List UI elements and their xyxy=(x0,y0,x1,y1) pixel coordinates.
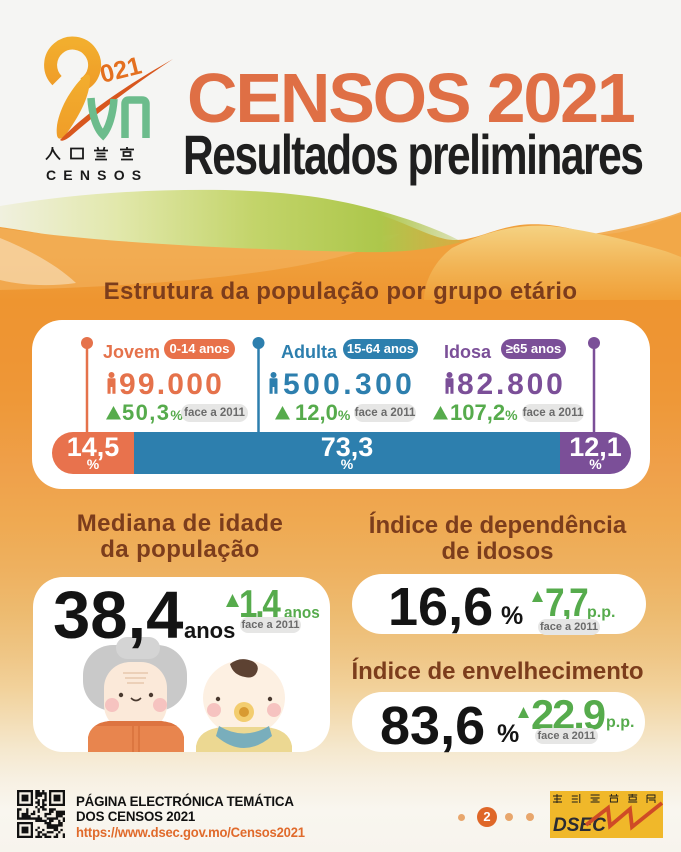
svg-text:CENSOS: CENSOS xyxy=(46,167,148,183)
svg-text:DSEC: DSEC xyxy=(553,815,606,836)
